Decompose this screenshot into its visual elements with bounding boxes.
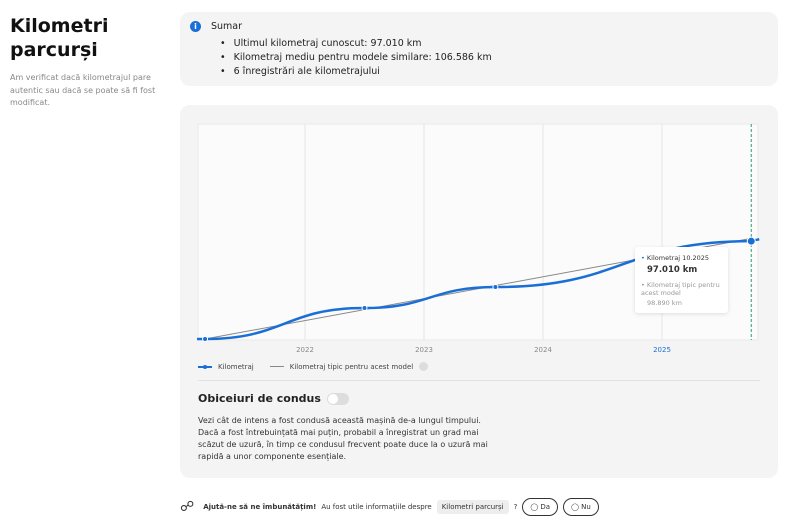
feedback-bar: ☍ Ajută-ne să ne îmbunătățim! Au fost ut… (180, 498, 599, 516)
page-description: Am verificat dacă kilometrajul pare aute… (10, 73, 156, 107)
habits-title: Obiceiuri de condus (198, 392, 321, 405)
help-icon[interactable] (419, 362, 429, 371)
legend-typical: Kilometraj tipic pentru acest model (289, 362, 414, 371)
no-button[interactable]: ◯ Nu (563, 498, 599, 516)
tooltip-label: Kilometraj 10.2025 (646, 254, 710, 262)
legend-typical-swatch (269, 366, 284, 367)
summary-item: 6 înregistrări ale kilometrajului (220, 65, 492, 79)
mileage-card: 2022 2023 2024 2025 • Kilometraj 10.2025 97… (180, 105, 778, 478)
summary-item: Kilometraj mediu pentru modele similare:… (220, 51, 492, 65)
legend-mileage: Kilometraj (218, 362, 254, 371)
summary-item: Ultimul kilometraj cunoscut: 97.010 km (220, 37, 492, 51)
divider (198, 380, 760, 381)
no-label: Nu (581, 503, 591, 511)
chart-legend: Kilometraj Kilometraj tipic pentru acest… (198, 362, 429, 371)
mileage-chart: 2022 2023 2024 2025 (197, 123, 760, 354)
mileage-point (492, 284, 499, 291)
mileage-point (361, 305, 368, 312)
tooltip-value: 97.010 km (647, 265, 698, 275)
sidebar: Kilometri parcurși Am verificat dacă kil… (10, 14, 160, 110)
feedback-topic: Kilometri parcurși (436, 500, 509, 514)
yes-label: Da (540, 503, 551, 511)
feedback-people-icon: ☍ (180, 499, 195, 515)
feedback-qmark: ? (513, 503, 518, 511)
feedback-prompt: Ajută-ne să ne îmbunătățim! (203, 503, 317, 511)
summary-list: Ultimul kilometraj cunoscut: 97.010 km K… (220, 37, 492, 79)
yes-button[interactable]: ◯ Da (522, 498, 559, 516)
x-tick-label: 2023 (415, 346, 433, 354)
summary-title: Sumar (211, 21, 243, 32)
feedback-question: Au fost utile informațiile despre (321, 503, 432, 511)
x-tick-label: 2022 (296, 346, 314, 354)
habits-description: Vezi cât de intens a fost condusă aceast… (198, 416, 488, 461)
summary-card: i Sumar Ultimul kilometraj cunoscut: 97.… (180, 12, 778, 86)
x-tick-label: 2025 (653, 346, 671, 354)
chart-tooltip: • Kilometraj 10.2025 97.010 km • Kilomet… (635, 247, 728, 313)
habits-header: Obiceiuri de condus (198, 392, 349, 405)
legend-mileage-swatch (198, 364, 212, 369)
tooltip-typical-value: 98.890 km (647, 299, 682, 307)
mileage-point (746, 236, 756, 246)
info-icon: i (190, 21, 201, 32)
x-tick-label: 2024 (534, 346, 552, 354)
page-title: Kilometri parcurși (10, 15, 109, 61)
habits-toggle[interactable] (326, 392, 349, 405)
mileage-point (202, 336, 209, 342)
tooltip-typical-label: Kilometraj tipic pentru acest model (641, 281, 720, 297)
